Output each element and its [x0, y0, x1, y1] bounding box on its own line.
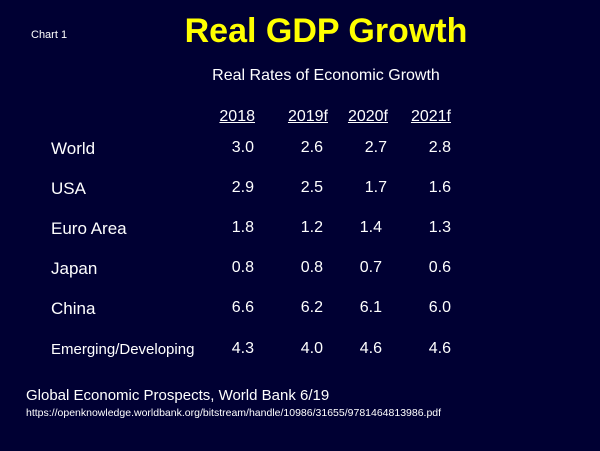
table-cell: 2.6	[300, 139, 323, 156]
row-label: Emerging/Developing	[51, 341, 195, 358]
table-cell: 6.1	[359, 299, 382, 316]
table-cell: 4.6	[359, 340, 382, 357]
table-cell: 4.0	[300, 340, 323, 357]
slide-title: Real GDP Growth	[184, 12, 468, 50]
row-label: China	[51, 299, 96, 318]
source-url[interactable]: https://openknowledge.worldbank.org/bits…	[26, 407, 442, 419]
row-label: Euro Area	[51, 219, 127, 238]
table-cell: 2.5	[300, 179, 323, 196]
table-cell: 2.8	[428, 139, 451, 156]
table-cell: 0.7	[359, 259, 382, 276]
row-label: USA	[51, 179, 86, 198]
table-cell: 1.7	[364, 179, 387, 196]
column-header-2018: 2018	[219, 108, 255, 125]
table-cell: 0.6	[428, 259, 451, 276]
source-citation: Global Economic Prospects, World Bank 6/…	[26, 387, 330, 404]
table-cell: 1.4	[359, 219, 382, 236]
row-label: World	[51, 139, 96, 158]
chart-label: Chart 1	[31, 29, 68, 41]
table-cell: 1.3	[428, 219, 451, 236]
table-cell: 6.0	[428, 299, 451, 316]
column-header-2020f: 2020f	[347, 108, 388, 125]
table-cell: 4.6	[428, 340, 451, 357]
table-cell: 6.2	[300, 299, 323, 316]
table-cell: 3.0	[231, 139, 254, 156]
slide-subtitle: Real Rates of Economic Growth	[212, 67, 440, 84]
table-cell: 2.9	[231, 179, 254, 196]
table-cell: 1.2	[300, 219, 323, 236]
table-cell: 6.6	[231, 299, 254, 316]
table-cell: 2.7	[364, 139, 387, 156]
column-header-2021f: 2021f	[410, 108, 451, 125]
table-cell: 4.3	[231, 340, 254, 357]
table-cell: 0.8	[231, 259, 254, 276]
table-cell: 1.6	[428, 179, 451, 196]
table-cell: 1.8	[231, 219, 254, 236]
table-cell: 0.8	[300, 259, 323, 276]
column-header-2019f: 2019f	[287, 108, 328, 125]
row-label: Japan	[51, 259, 98, 278]
